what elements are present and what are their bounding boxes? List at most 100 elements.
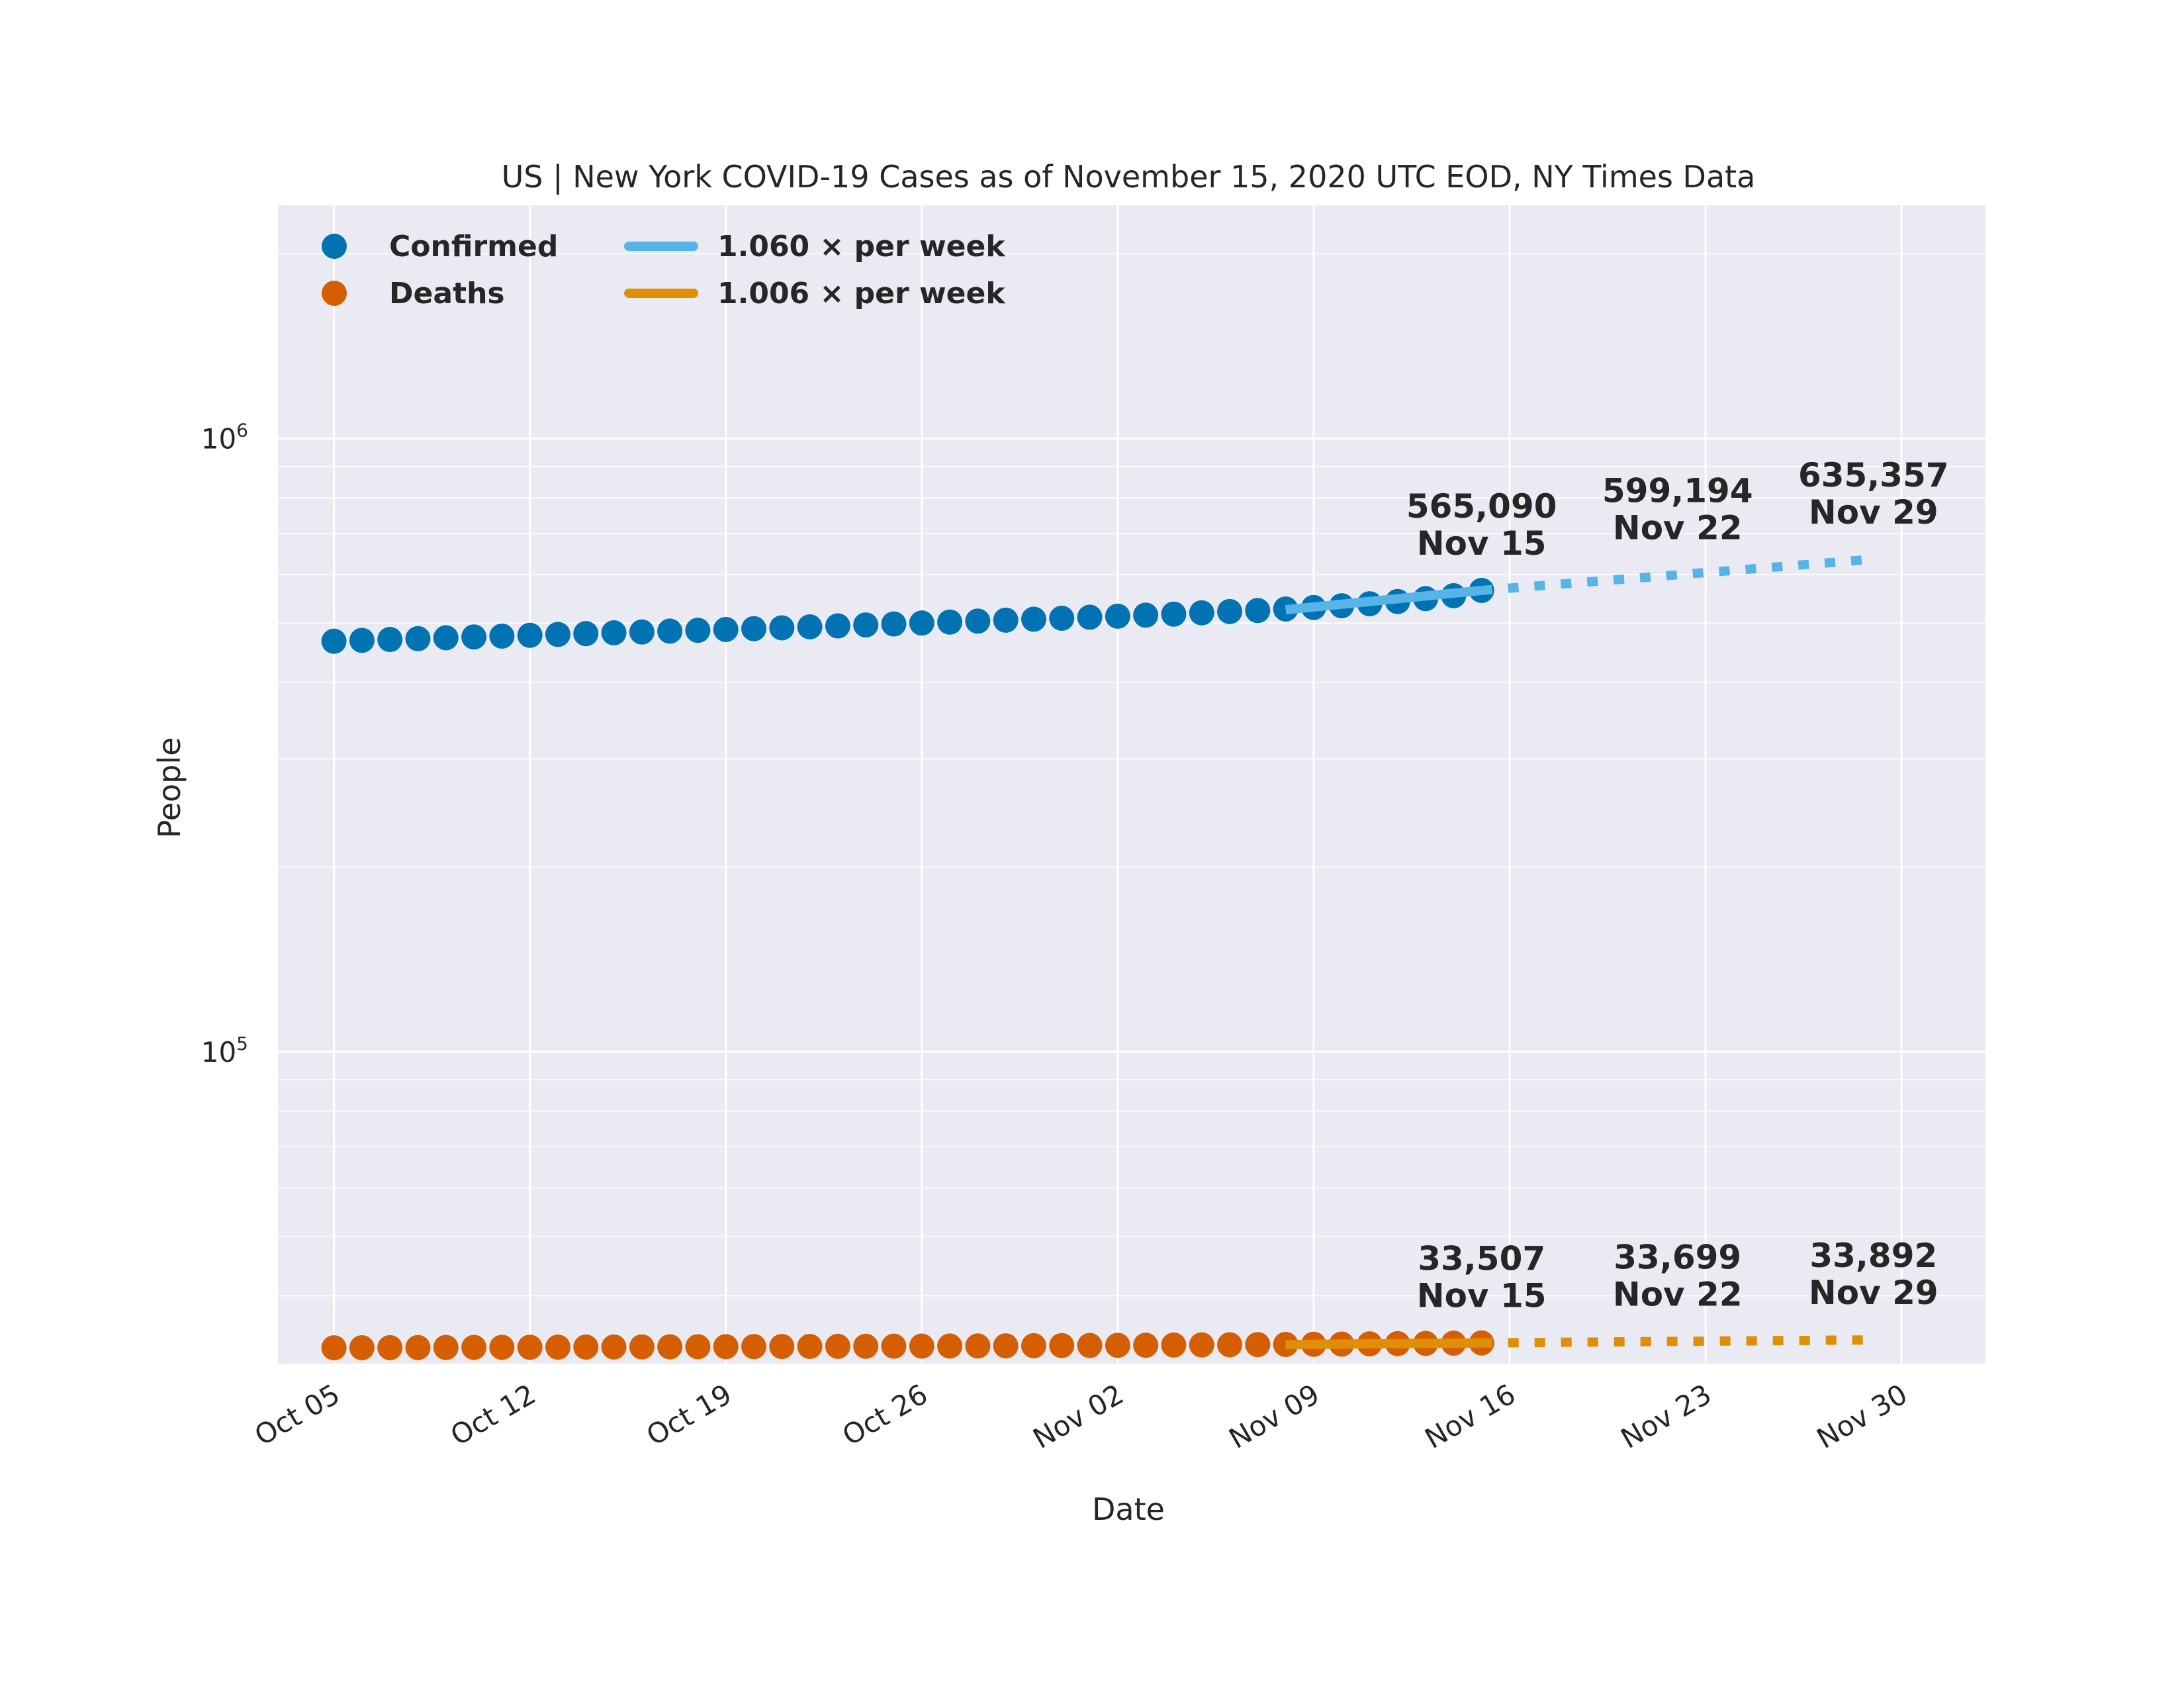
annotation-date: Nov 15 — [1417, 1277, 1547, 1315]
annotation-date: Nov 15 — [1417, 524, 1547, 563]
annotation-value: 33,892 — [1809, 1237, 1937, 1275]
y-axis-label: People — [152, 737, 187, 839]
data-point-confirmed — [349, 628, 375, 653]
legend-label: Confirmed — [389, 230, 558, 263]
data-point-deaths — [657, 1334, 683, 1360]
data-point-deaths — [685, 1334, 711, 1360]
data-point-confirmed — [713, 616, 739, 642]
data-point-deaths — [461, 1335, 487, 1360]
data-point-deaths — [853, 1333, 879, 1359]
data-point-deaths — [1245, 1332, 1271, 1358]
annotation-date: Nov 22 — [1613, 1275, 1743, 1313]
data-point-confirmed — [1161, 601, 1187, 627]
grid-lines — [278, 205, 1985, 1364]
data-point-deaths — [377, 1335, 403, 1360]
data-point-confirmed — [321, 628, 347, 654]
data-point-deaths — [517, 1335, 543, 1360]
annotation-value: 635,357 — [1798, 456, 1949, 494]
data-point-deaths — [349, 1335, 375, 1360]
legend-marker-deaths — [322, 281, 347, 306]
data-point-deaths — [629, 1334, 655, 1360]
data-point-confirmed — [1245, 598, 1271, 624]
legend-label: Deaths — [389, 277, 505, 310]
x-axis-label: Date — [1092, 1491, 1165, 1527]
data-point-confirmed — [1021, 606, 1046, 632]
y-tick-label: 105 — [201, 1033, 248, 1068]
data-point-deaths — [1077, 1333, 1103, 1358]
data-point-confirmed — [405, 626, 431, 651]
data-point-confirmed — [853, 612, 879, 638]
chart-title: US | New York COVID-19 Cases as of Novem… — [502, 159, 1756, 195]
data-point-deaths — [741, 1334, 767, 1360]
data-point-confirmed — [461, 624, 487, 650]
data-point-confirmed — [1077, 604, 1103, 630]
annotation-value: 33,507 — [1418, 1240, 1545, 1278]
data-point-deaths — [1133, 1333, 1159, 1358]
data-point-deaths — [797, 1333, 823, 1359]
series-layer — [321, 577, 1494, 1361]
trend-fit-line-1 — [1285, 585, 1482, 615]
annotation-value: 33,699 — [1614, 1238, 1741, 1276]
trend-fit-line-2 — [1285, 1338, 1482, 1350]
data-point-deaths — [321, 1335, 347, 1361]
data-point-deaths — [825, 1333, 850, 1359]
trend-layer — [1285, 554, 1874, 1350]
data-point-confirmed — [797, 614, 823, 639]
data-point-deaths — [713, 1334, 739, 1360]
data-point-deaths — [1105, 1333, 1130, 1358]
data-point-confirmed — [937, 609, 963, 635]
data-point-deaths — [573, 1334, 599, 1360]
data-point-deaths — [489, 1335, 515, 1360]
data-point-deaths — [405, 1335, 431, 1360]
data-point-confirmed — [909, 610, 934, 636]
data-point-deaths — [545, 1335, 570, 1360]
data-point-confirmed — [993, 607, 1019, 633]
data-point-confirmed — [1105, 603, 1130, 629]
data-point-deaths — [965, 1333, 991, 1359]
data-point-deaths — [993, 1333, 1019, 1359]
data-point-confirmed — [657, 618, 683, 644]
data-point-deaths — [881, 1333, 907, 1359]
legend-label: 1.060 × per week — [717, 230, 1006, 263]
legend-marker-confirmed — [322, 234, 347, 259]
annotation-date: Nov 29 — [1809, 1274, 1938, 1312]
annotation-date: Nov 22 — [1613, 508, 1743, 547]
data-point-deaths — [1161, 1332, 1187, 1358]
data-point-confirmed — [1049, 605, 1075, 631]
data-point-confirmed — [881, 611, 907, 637]
data-point-deaths — [769, 1334, 795, 1360]
data-point-deaths — [433, 1335, 459, 1360]
data-point-confirmed — [629, 619, 655, 645]
legend: Confirmed Deaths 1.060 × per week 1.006 × p… — [322, 230, 1006, 310]
data-point-confirmed — [377, 627, 403, 653]
data-point-confirmed — [825, 613, 850, 639]
plot-area — [278, 205, 1985, 1364]
data-point-confirmed — [489, 623, 515, 649]
data-point-confirmed — [433, 625, 459, 651]
data-point-confirmed — [1189, 600, 1214, 626]
data-point-deaths — [1189, 1332, 1214, 1358]
trend-projection-line-2 — [1481, 1335, 1874, 1348]
data-point-confirmed — [1217, 598, 1243, 624]
legend-label: 1.006 × per week — [717, 277, 1006, 310]
data-point-confirmed — [769, 615, 795, 641]
data-point-confirmed — [517, 622, 543, 648]
data-point-deaths — [1217, 1332, 1243, 1358]
data-point-confirmed — [685, 618, 711, 643]
data-point-confirmed — [601, 620, 627, 645]
annotation-value: 599,194 — [1602, 471, 1753, 510]
data-point-confirmed — [1133, 602, 1159, 628]
data-point-confirmed — [741, 616, 767, 641]
data-point-confirmed — [965, 608, 991, 634]
data-point-deaths — [937, 1333, 963, 1359]
data-point-deaths — [1049, 1333, 1075, 1358]
y-tick-label: 106 — [201, 419, 248, 455]
trend-projection-line-1 — [1481, 554, 1874, 595]
data-point-deaths — [1021, 1333, 1046, 1358]
data-point-deaths — [909, 1333, 934, 1359]
data-point-deaths — [601, 1334, 627, 1360]
data-point-confirmed — [545, 622, 570, 647]
data-point-confirmed — [573, 621, 599, 647]
